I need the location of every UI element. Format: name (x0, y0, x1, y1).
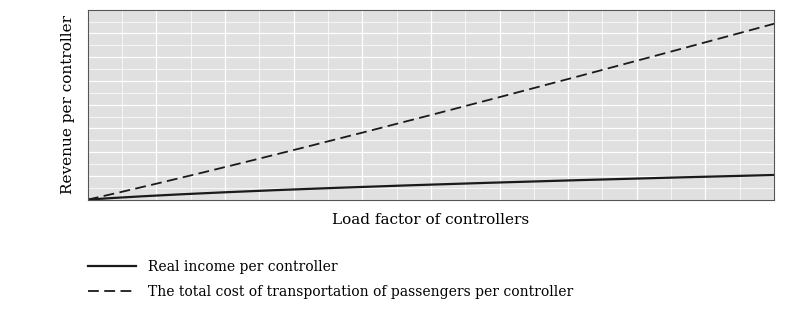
Real income per controller (492, 181, 501, 185)
The total cost of transportation of passengers per controller (409, 118, 418, 121)
Y-axis label: Revenue per controller: Revenue per controller (61, 15, 74, 194)
Real income per controller (83, 198, 93, 202)
The total cost of transportation of passengers per controller (753, 26, 762, 30)
The total cost of transportation of passengers per controller (83, 198, 93, 202)
Real income per controller (413, 183, 423, 187)
Real income per controller (646, 176, 655, 180)
Legend: Real income per controller, The total cost of transportation of passengers per c: Real income per controller, The total co… (88, 260, 573, 299)
Line: Real income per controller: Real income per controller (88, 175, 774, 200)
X-axis label: Load factor of controllers: Load factor of controllers (332, 213, 530, 227)
Real income per controller (753, 174, 762, 177)
Real income per controller (769, 173, 779, 177)
The total cost of transportation of passengers per controller (454, 106, 464, 109)
Real income per controller (454, 182, 464, 186)
The total cost of transportation of passengers per controller (413, 117, 423, 120)
Real income per controller (409, 183, 418, 187)
The total cost of transportation of passengers per controller (769, 22, 779, 26)
The total cost of transportation of passengers per controller (646, 55, 655, 59)
Line: The total cost of transportation of passengers per controller: The total cost of transportation of pass… (88, 24, 774, 200)
The total cost of transportation of passengers per controller (492, 96, 501, 100)
